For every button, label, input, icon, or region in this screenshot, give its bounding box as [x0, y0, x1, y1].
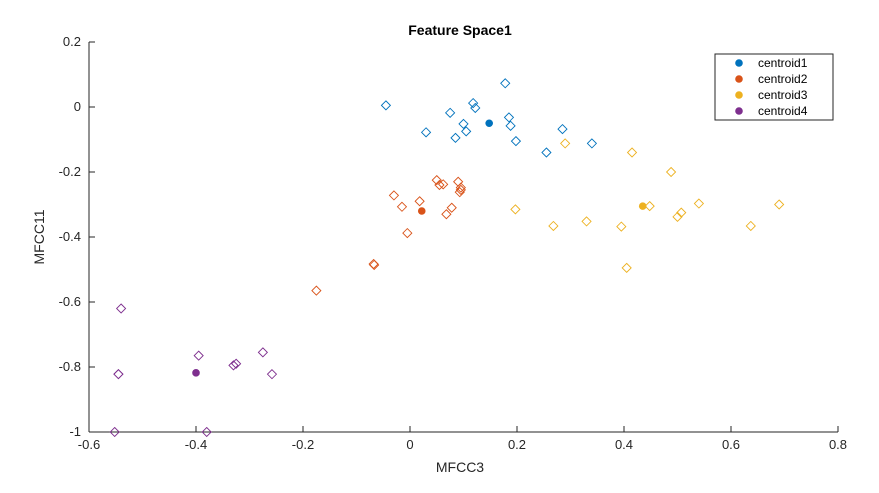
- data-point: [470, 102, 481, 114]
- x-tick-label: -0.2: [292, 437, 314, 452]
- y-tick-label: -0.6: [59, 294, 81, 309]
- data-point: [455, 184, 466, 196]
- y-tick-label: 0: [74, 99, 81, 114]
- data-point: [665, 166, 677, 178]
- data-point: [446, 202, 457, 213]
- data-point: [230, 358, 242, 369]
- plot-area: [89, 42, 838, 432]
- legend-label: centroid2: [758, 72, 808, 86]
- data-point: [257, 347, 269, 358]
- legend: centroid1 centroid2 centroid3 centroid4: [714, 53, 834, 121]
- legend-label: centroid1: [758, 56, 808, 70]
- legend-marker: [735, 75, 743, 83]
- data-point: [581, 216, 592, 227]
- data-point: [510, 204, 521, 215]
- data-point: [113, 369, 124, 380]
- y-tick-label: -0.8: [59, 359, 81, 374]
- data-point: [505, 120, 516, 131]
- data-point: [644, 200, 655, 212]
- centroid-point: [485, 119, 493, 128]
- y-tick-label: 0.2: [63, 34, 81, 49]
- data-point: [693, 198, 705, 209]
- data-point: [676, 207, 687, 218]
- data-point: [311, 285, 322, 296]
- data-point: [402, 227, 413, 239]
- data-point: [115, 303, 127, 314]
- data-point: [441, 209, 452, 220]
- legend-label: centroid4: [758, 104, 808, 118]
- legend-label: centroid3: [758, 88, 808, 102]
- x-tick-label: 0.6: [722, 437, 740, 452]
- data-point: [672, 211, 683, 222]
- x-tick-label: -0.4: [185, 437, 207, 452]
- data-point: [266, 369, 278, 380]
- x-tick-label: 0.4: [615, 437, 633, 452]
- data-point: [434, 179, 445, 191]
- x-tick-label: -0.6: [78, 437, 100, 452]
- x-tick-label: 0.8: [829, 437, 847, 452]
- legend-marker: [735, 59, 743, 67]
- data-point: [388, 190, 400, 201]
- x-tick-label: 0.2: [508, 437, 526, 452]
- data-point: [500, 78, 511, 89]
- data-point: [510, 135, 522, 147]
- series-centroid2: [311, 174, 466, 296]
- data-point: [458, 118, 469, 130]
- data-point: [201, 426, 212, 438]
- series-centroid4: [109, 303, 278, 438]
- data-point: [774, 199, 785, 210]
- data-point: [586, 138, 598, 149]
- y-tick-label: -0.2: [59, 164, 81, 179]
- x-axis-label: MFCC3: [436, 459, 484, 475]
- centroid-point: [192, 369, 200, 377]
- centroid-point: [638, 202, 647, 210]
- centroid-point: [417, 207, 426, 215]
- data-point: [503, 112, 515, 123]
- data-point: [461, 126, 472, 137]
- data-point: [444, 107, 456, 118]
- legend-box: [714, 53, 834, 121]
- data-point: [431, 174, 442, 186]
- data-point: [621, 262, 632, 274]
- series-centroid3: [510, 138, 785, 274]
- data-point: [548, 220, 559, 232]
- data-point: [228, 360, 239, 371]
- data-point: [745, 220, 756, 232]
- data-point: [455, 182, 466, 193]
- data-point: [193, 350, 204, 361]
- points-layer: [109, 78, 785, 438]
- axes-layer: -0.6 -0.4 -0.2 0 0.2 0.4 0.6 0.8 -1 -0.8 -0.6 -0.4 -…: [59, 34, 847, 452]
- y-tick-label: -0.4: [59, 229, 81, 244]
- y-tick-label: -1: [69, 424, 81, 439]
- data-point: [616, 221, 627, 232]
- data-point: [450, 132, 461, 144]
- data-point: [380, 100, 392, 111]
- data-point: [369, 259, 380, 271]
- x-tick-label: 0: [406, 437, 413, 452]
- data-point: [438, 179, 449, 190]
- data-point: [560, 138, 571, 149]
- data-point: [396, 201, 408, 212]
- chart-title: Feature Space1: [408, 22, 512, 38]
- data-point: [467, 97, 479, 109]
- series-centroid1: [380, 78, 598, 158]
- data-point: [420, 127, 432, 138]
- data-point: [541, 147, 552, 158]
- data-point: [414, 196, 425, 207]
- data-point: [109, 426, 120, 438]
- data-point: [557, 123, 568, 135]
- legend-marker: [735, 91, 743, 99]
- y-axis-label: MFCC11: [31, 209, 47, 264]
- legend-marker: [735, 107, 743, 115]
- data-point: [626, 147, 638, 158]
